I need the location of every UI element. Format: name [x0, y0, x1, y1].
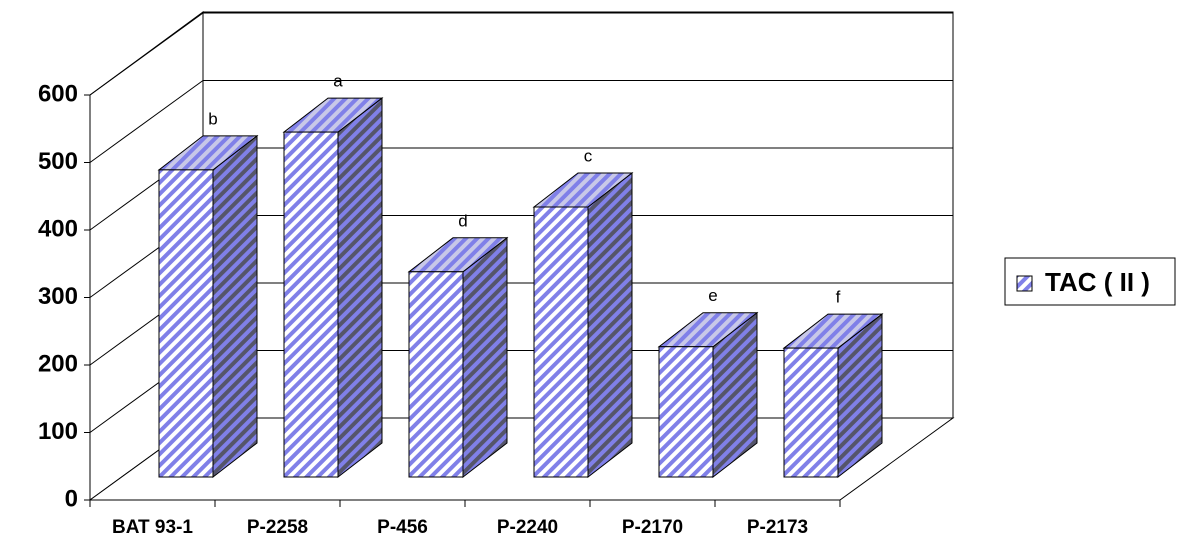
y-tick-label: 500 — [38, 148, 78, 175]
annotation: c — [584, 146, 593, 165]
bar-front — [408, 271, 464, 478]
bar-side — [337, 97, 383, 479]
bar — [782, 313, 884, 479]
annotation: d — [458, 211, 467, 230]
legend-swatch — [1016, 275, 1033, 292]
y-tick-label: 400 — [38, 215, 78, 242]
annotation: a — [333, 72, 343, 91]
grid-line — [89, 12, 204, 96]
x-tick-label: BAT 93-1 — [112, 517, 193, 538]
legend-box — [1004, 257, 1176, 306]
bar-front — [283, 131, 339, 478]
bar-side — [462, 236, 508, 479]
y-tick-label: 200 — [38, 350, 78, 377]
x-tick-label: P-2173 — [747, 517, 808, 538]
bar-side — [212, 134, 258, 479]
bar-front — [783, 347, 839, 478]
bar — [657, 311, 759, 479]
bar — [157, 134, 259, 479]
bar-front — [158, 169, 214, 478]
bar-side — [587, 171, 633, 479]
annotation: b — [208, 109, 217, 128]
x-tick-label: P-2240 — [497, 517, 558, 538]
legend-label: TAC ( II ) — [1045, 267, 1150, 297]
grid-line — [89, 80, 204, 163]
bar — [407, 236, 509, 479]
bar-front — [658, 346, 714, 478]
y-tick-label: 0 — [65, 485, 78, 512]
bar-front — [533, 206, 589, 478]
x-tick-label: P-2170 — [622, 517, 683, 538]
bar — [282, 97, 384, 479]
y-tick-label: 100 — [38, 418, 78, 445]
annotation: f — [836, 288, 841, 307]
y-tick-label: 300 — [38, 283, 78, 310]
x-tick-label: P-2258 — [247, 517, 308, 538]
y-tick-label: 600 — [38, 80, 78, 107]
x-tick-label: P-456 — [377, 517, 428, 538]
bar — [532, 171, 634, 479]
annotation: e — [708, 286, 717, 305]
